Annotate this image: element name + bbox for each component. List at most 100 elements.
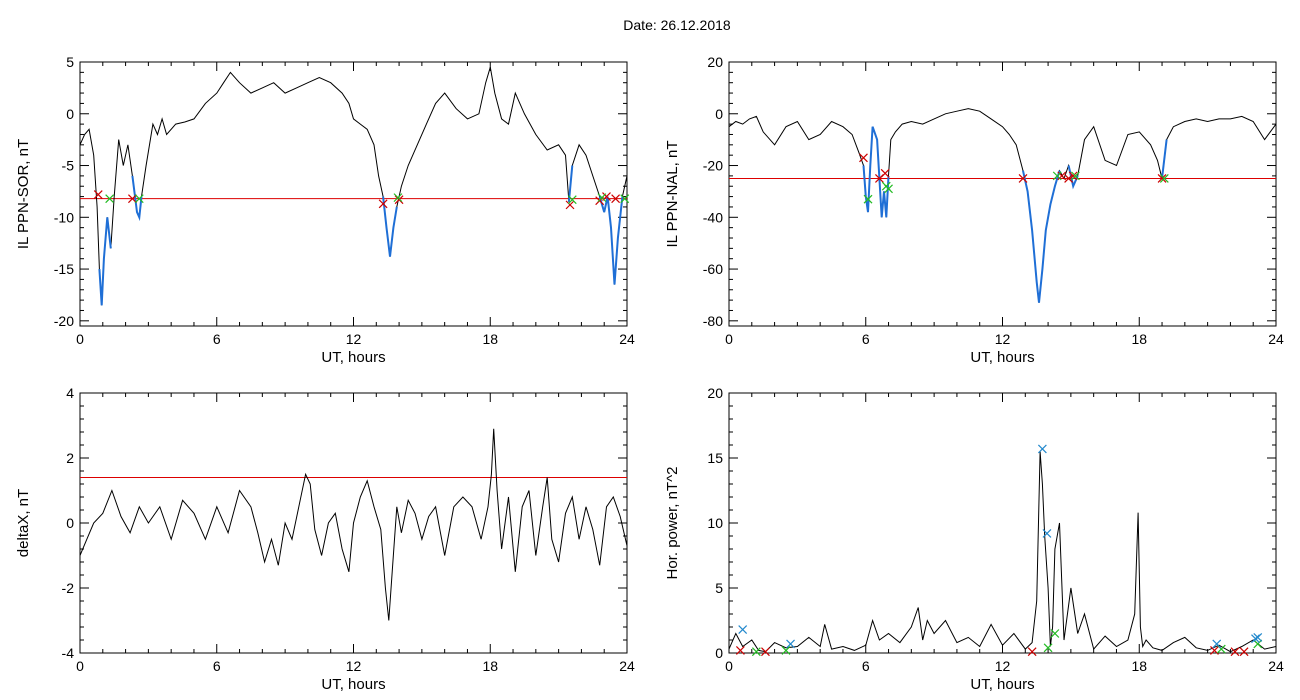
- event-segment: [567, 165, 574, 202]
- panel-2: 0 6 12 18 24 -80 -60 -40 -20 0 20 UT, hours IL PPN-N…: [664, 54, 1284, 366]
- y-tick-label: -10: [54, 209, 74, 225]
- marker-green-stroke: [1071, 171, 1080, 181]
- y-tick-label: 0: [66, 106, 74, 122]
- marker-green: [1253, 639, 1263, 649]
- y-tick-label: 2: [66, 450, 74, 466]
- marker-green: [863, 194, 873, 204]
- marker-red-stroke: [1018, 174, 1028, 183]
- marker-blue: [1037, 444, 1047, 454]
- x-tick-label: 12: [346, 331, 362, 347]
- marker-red: [859, 153, 868, 163]
- x-tick-label: 18: [482, 658, 498, 674]
- marker-red: [1157, 174, 1167, 183]
- marker-red: [127, 194, 137, 204]
- event-segment: [131, 175, 143, 222]
- x-tick-label: 12: [995, 331, 1011, 347]
- marker-blue: [1251, 634, 1260, 644]
- marker-red-stroke: [1210, 645, 1219, 655]
- marker-red-stroke: [880, 168, 890, 178]
- marker-green-stroke: [105, 194, 115, 204]
- plot-frame: [79, 61, 628, 327]
- marker-green-stroke: [884, 184, 893, 194]
- marker-green: [567, 195, 577, 205]
- panel-4: 0 6 12 18 24 0 5 10 15 20 UT, hours Hor. power, nT^…: [664, 385, 1284, 693]
- marker-red-stroke: [1239, 647, 1249, 657]
- marker-green-stroke: [567, 195, 577, 205]
- x-tick-label: 6: [862, 331, 870, 347]
- marker-red: [735, 645, 745, 655]
- y-axis-label: Hor. power, nT^2: [664, 467, 681, 580]
- x-tick-label: 0: [76, 658, 84, 674]
- marker-green: [884, 184, 893, 194]
- y-axis-label: deltaX, nT: [15, 489, 32, 557]
- y-tick-label: -20: [703, 158, 723, 174]
- event-segment: [598, 196, 624, 285]
- y-tick-label: -15: [54, 261, 74, 277]
- figure-title: Date: 26.12.2018: [623, 17, 731, 33]
- marker-red-stroke: [611, 194, 621, 204]
- marker-green: [620, 194, 630, 204]
- x-tick-label: 6: [213, 658, 221, 674]
- marker-green: [134, 194, 144, 204]
- y-tick-label: -4: [62, 645, 75, 661]
- series-line: [79, 67, 628, 306]
- marker-green-stroke: [134, 194, 144, 204]
- y-tick-label: -80: [703, 313, 723, 329]
- x-tick-label: 24: [619, 658, 635, 674]
- y-tick-label: -40: [703, 209, 723, 225]
- marker-red: [565, 200, 575, 210]
- marker-blue-stroke: [738, 625, 748, 635]
- y-tick-label: 15: [707, 450, 723, 466]
- y-tick-label: 20: [707, 54, 723, 70]
- marker-red-stroke: [1027, 647, 1037, 657]
- event-segment: [1161, 139, 1168, 179]
- marker-green-stroke: [597, 193, 607, 203]
- marker-green-stroke: [781, 645, 791, 655]
- marker-green-stroke: [393, 193, 403, 203]
- marker-green-stroke: [1043, 643, 1053, 653]
- x-axis-label: UT, hours: [321, 676, 385, 693]
- marker-blue: [1212, 639, 1222, 649]
- marker-red-stroke: [394, 195, 404, 205]
- y-tick-label: 5: [715, 580, 723, 596]
- marker-red-stroke: [735, 645, 745, 655]
- marker-green: [781, 645, 791, 655]
- marker-red: [1068, 171, 1078, 181]
- marker-red: [611, 194, 621, 204]
- marker-green: [1050, 629, 1060, 638]
- marker-red: [761, 647, 770, 657]
- marker-red-stroke: [127, 194, 137, 204]
- x-tick-label: 18: [1131, 331, 1147, 347]
- x-tick-label: 24: [1268, 331, 1284, 347]
- marker-blue-stroke: [1212, 639, 1222, 649]
- x-axis-label: UT, hours: [321, 349, 385, 366]
- marker-red: [1230, 647, 1240, 657]
- marker-red: [880, 168, 890, 178]
- marker-green: [105, 194, 115, 204]
- marker-red: [1018, 174, 1028, 183]
- y-tick-label: 4: [66, 385, 74, 401]
- marker-red-stroke: [1157, 174, 1167, 183]
- panel-1: 0 6 12 18 24 -20 -15 -10 -5 0 5 UT, hours IL PPN-SOR…: [15, 54, 635, 366]
- x-axis-label: UT, hours: [970, 349, 1034, 366]
- marker-green: [1159, 174, 1169, 183]
- marker-red-stroke: [859, 153, 868, 163]
- marker-green: [597, 193, 607, 203]
- marker-green-stroke: [863, 194, 873, 204]
- y-tick-label: -2: [62, 580, 75, 596]
- series-line: [728, 451, 1277, 653]
- x-tick-label: 24: [619, 331, 635, 347]
- marker-blue-stroke: [786, 639, 795, 649]
- marker-blue-stroke: [1042, 528, 1052, 538]
- marker-red-stroke: [1064, 174, 1074, 183]
- marker-red-stroke: [1068, 171, 1078, 181]
- marker-green: [1071, 171, 1080, 181]
- series-line: [728, 108, 1277, 303]
- marker-red: [1239, 647, 1249, 657]
- x-tick-label: 12: [346, 658, 362, 674]
- marker-green-stroke: [751, 647, 761, 657]
- marker-blue: [1253, 632, 1263, 642]
- marker-blue: [738, 625, 748, 635]
- x-tick-label: 0: [76, 331, 84, 347]
